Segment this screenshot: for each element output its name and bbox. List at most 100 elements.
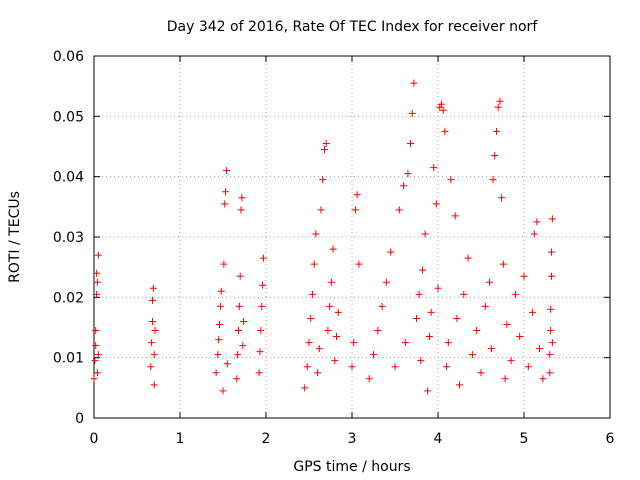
data-point bbox=[535, 345, 543, 353]
data-point bbox=[494, 103, 502, 111]
data-point bbox=[334, 308, 342, 316]
data-point bbox=[317, 206, 325, 214]
y-tick-label: 0.05 bbox=[53, 109, 84, 125]
data-point bbox=[417, 357, 425, 365]
y-tick-label: 0.03 bbox=[53, 230, 84, 246]
data-point bbox=[259, 254, 267, 262]
data-point bbox=[234, 351, 242, 359]
data-point bbox=[258, 302, 266, 310]
axis-ticks bbox=[93, 55, 611, 419]
data-point bbox=[501, 375, 509, 383]
data-point bbox=[511, 290, 519, 298]
data-point bbox=[516, 333, 524, 341]
y-tick-labels: 0 0.01 0.02 0.03 0.04 0.05 0.06 bbox=[53, 49, 84, 427]
data-point bbox=[148, 339, 156, 347]
data-point bbox=[547, 327, 555, 335]
data-point bbox=[548, 215, 556, 223]
data-point bbox=[216, 302, 224, 310]
x-tick-label: 6 bbox=[606, 431, 615, 447]
data-point bbox=[314, 369, 322, 377]
data-point bbox=[443, 363, 451, 371]
data-point bbox=[430, 164, 438, 172]
data-point bbox=[524, 363, 532, 371]
data-point bbox=[221, 200, 229, 208]
data-point bbox=[214, 351, 222, 359]
y-tick-label: 0 bbox=[75, 411, 84, 427]
data-point bbox=[324, 327, 332, 335]
data-point bbox=[259, 281, 267, 289]
data-point bbox=[406, 139, 414, 147]
data-point bbox=[234, 327, 242, 335]
data-point bbox=[355, 260, 363, 268]
data-point bbox=[236, 272, 244, 280]
data-point bbox=[548, 339, 556, 347]
x-tick-label: 4 bbox=[434, 431, 443, 447]
data-point bbox=[444, 339, 452, 347]
data-point bbox=[424, 387, 432, 395]
data-point bbox=[365, 375, 373, 383]
data-point bbox=[351, 206, 359, 214]
data-points bbox=[90, 79, 556, 395]
data-point bbox=[404, 170, 412, 178]
data-point bbox=[520, 272, 528, 280]
data-point bbox=[451, 212, 459, 220]
data-point bbox=[487, 345, 495, 353]
data-point bbox=[92, 327, 100, 335]
data-point bbox=[491, 152, 499, 160]
data-point bbox=[441, 127, 449, 135]
data-point bbox=[378, 302, 386, 310]
data-point bbox=[539, 375, 547, 383]
data-point bbox=[434, 284, 442, 292]
data-point bbox=[222, 188, 230, 196]
data-point bbox=[322, 139, 330, 147]
data-point bbox=[307, 314, 315, 322]
x-tick-label: 5 bbox=[520, 431, 529, 447]
data-point bbox=[533, 218, 541, 226]
x-axis-label: GPS time / hours bbox=[293, 459, 410, 475]
data-point bbox=[413, 314, 420, 322]
data-point bbox=[401, 339, 409, 347]
data-point bbox=[348, 363, 356, 371]
data-point bbox=[315, 345, 323, 353]
data-point bbox=[212, 369, 220, 377]
data-point bbox=[391, 363, 399, 371]
data-point bbox=[370, 351, 377, 359]
data-point bbox=[237, 206, 245, 214]
y-axis-label: ROTI / TECUs bbox=[7, 191, 23, 283]
data-point bbox=[498, 194, 506, 202]
y-tick-label: 0.01 bbox=[53, 351, 84, 367]
data-point bbox=[486, 278, 494, 286]
data-point bbox=[301, 384, 309, 392]
data-point bbox=[499, 260, 507, 268]
data-point bbox=[220, 260, 228, 268]
data-point bbox=[473, 327, 481, 335]
data-point bbox=[489, 176, 497, 184]
data-point bbox=[439, 106, 447, 114]
data-point bbox=[547, 305, 555, 313]
x-tick-label: 2 bbox=[262, 431, 271, 447]
data-point bbox=[503, 320, 511, 328]
data-point bbox=[432, 200, 440, 208]
data-point bbox=[400, 182, 408, 190]
data-point bbox=[239, 342, 247, 350]
data-point bbox=[255, 369, 263, 377]
data-point bbox=[235, 302, 243, 310]
data-point bbox=[308, 290, 316, 298]
data-point bbox=[408, 109, 416, 117]
data-point bbox=[222, 167, 230, 175]
x-tick-label: 0 bbox=[90, 431, 99, 447]
data-point bbox=[326, 302, 334, 310]
data-point bbox=[427, 308, 435, 316]
data-point bbox=[148, 296, 156, 304]
data-point bbox=[496, 97, 504, 105]
data-point bbox=[149, 284, 157, 292]
data-point bbox=[257, 327, 265, 335]
data-point bbox=[529, 308, 537, 316]
data-point bbox=[464, 254, 472, 262]
data-point bbox=[331, 357, 339, 365]
data-point bbox=[350, 339, 358, 347]
data-point bbox=[374, 327, 382, 335]
data-point bbox=[151, 327, 159, 335]
data-point bbox=[320, 146, 328, 154]
data-point bbox=[329, 245, 337, 253]
